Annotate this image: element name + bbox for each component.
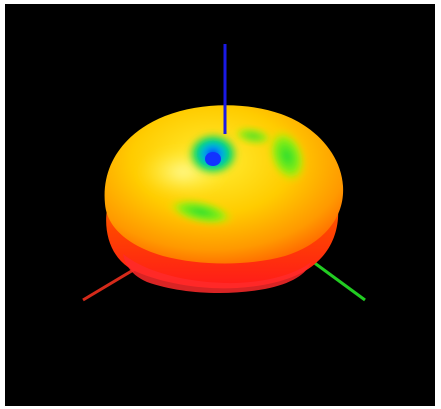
radiation-pattern-plot (82, 44, 366, 302)
pattern-green-lobe-bottom (167, 198, 235, 226)
render-viewport (5, 4, 435, 406)
pattern-skirt (123, 254, 311, 294)
pattern-green-lobe-right (267, 128, 307, 184)
x-axis-line (82, 264, 141, 302)
pattern-green-lobe-top (233, 126, 273, 146)
pattern-center-core (205, 152, 221, 166)
